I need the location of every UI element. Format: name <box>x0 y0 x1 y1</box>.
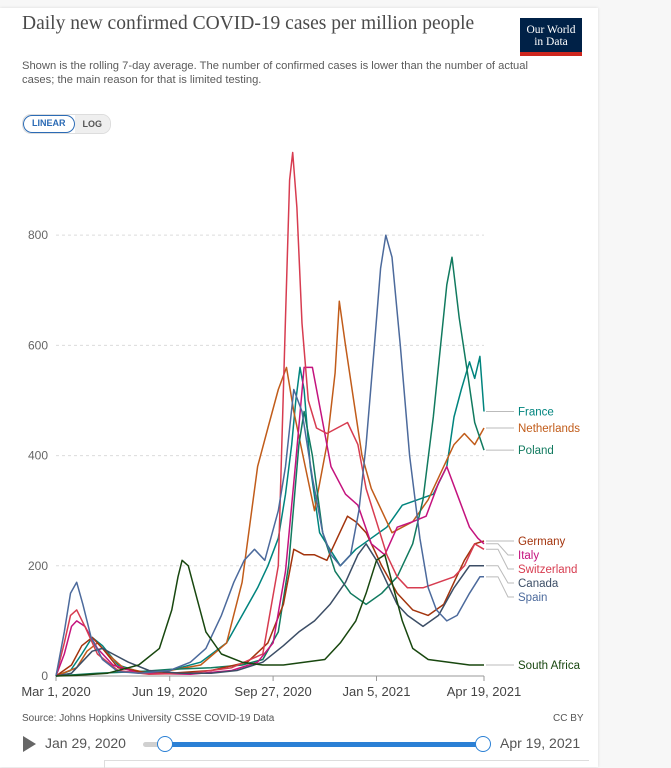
chart-subtitle: Shown is the rolling 7-day average. The … <box>22 60 528 86</box>
legend-label-canada: Canada <box>518 578 559 590</box>
legend-connector <box>486 565 514 584</box>
source-note[interactable]: Source: Johns Hopkins University CSSE CO… <box>22 713 275 724</box>
logo-line-1: Our World <box>526 24 576 36</box>
series-line-netherlands <box>55 300 485 677</box>
y-tick-label: 600 <box>28 338 48 352</box>
log-button[interactable]: LOG <box>74 115 110 133</box>
legend-label-poland: Poland <box>518 445 554 457</box>
timeline-range-fill <box>166 742 484 747</box>
linear-button[interactable]: LINEAR <box>23 115 75 133</box>
legend-connector <box>486 576 514 598</box>
license-link[interactable]: CC BY <box>553 713 584 724</box>
scale-toggle: LINEAR LOG <box>22 114 111 134</box>
legend-connector <box>486 543 514 556</box>
x-tick-label: Jun 19, 2020 <box>132 684 207 699</box>
legend-label-france: France <box>518 407 554 419</box>
series-line-spain <box>55 234 484 677</box>
play-icon[interactable] <box>23 736 36 752</box>
chart-title: Daily new confirmed COVID-19 cases per m… <box>22 13 475 34</box>
series-line-italy <box>55 366 485 677</box>
timeline-end-label: Apr 19, 2021 <box>500 735 581 751</box>
y-tick-label: 0 <box>41 669 48 683</box>
line-chart: 0 200 400 600 800 Mar 1, 2020 Jun 19, 2020 Sep … <box>21 151 581 699</box>
y-tick-label: 400 <box>28 449 48 463</box>
legend-label-south-africa: South Africa <box>518 660 581 672</box>
x-tick-label: Apr 19, 2021 <box>447 684 521 699</box>
series-line-switzerland <box>55 151 485 677</box>
series-line-germany <box>55 515 485 677</box>
y-tick-label: 200 <box>28 559 48 573</box>
legend-label-switzerland: Switzerland <box>518 564 577 576</box>
legend-label-spain: Spain <box>518 592 547 604</box>
logo-line-2: in Data <box>534 36 568 48</box>
series-line-south-africa <box>55 554 484 677</box>
legend-label-germany: Germany <box>518 536 566 548</box>
logo-red-bar <box>520 52 582 56</box>
timeline-end-handle[interactable] <box>475 736 491 752</box>
series-line-canada <box>55 543 484 677</box>
x-tick-label: Mar 1, 2020 <box>21 684 90 699</box>
owid-logo[interactable]: Our World in Data <box>520 18 582 56</box>
x-tick-label: Jan 5, 2021 <box>343 684 411 699</box>
legend-label-italy: Italy <box>518 550 539 562</box>
x-tick-label: Sep 27, 2020 <box>234 684 311 699</box>
legend-label-netherlands: Netherlands <box>518 423 580 435</box>
timeline-start-handle[interactable] <box>157 736 173 752</box>
chart-card <box>0 8 598 767</box>
y-tick-label: 800 <box>28 228 48 242</box>
bottom-tab-bar <box>104 760 589 768</box>
legend-connector <box>486 548 514 570</box>
timeline-start-label: Jan 29, 2020 <box>45 735 126 751</box>
